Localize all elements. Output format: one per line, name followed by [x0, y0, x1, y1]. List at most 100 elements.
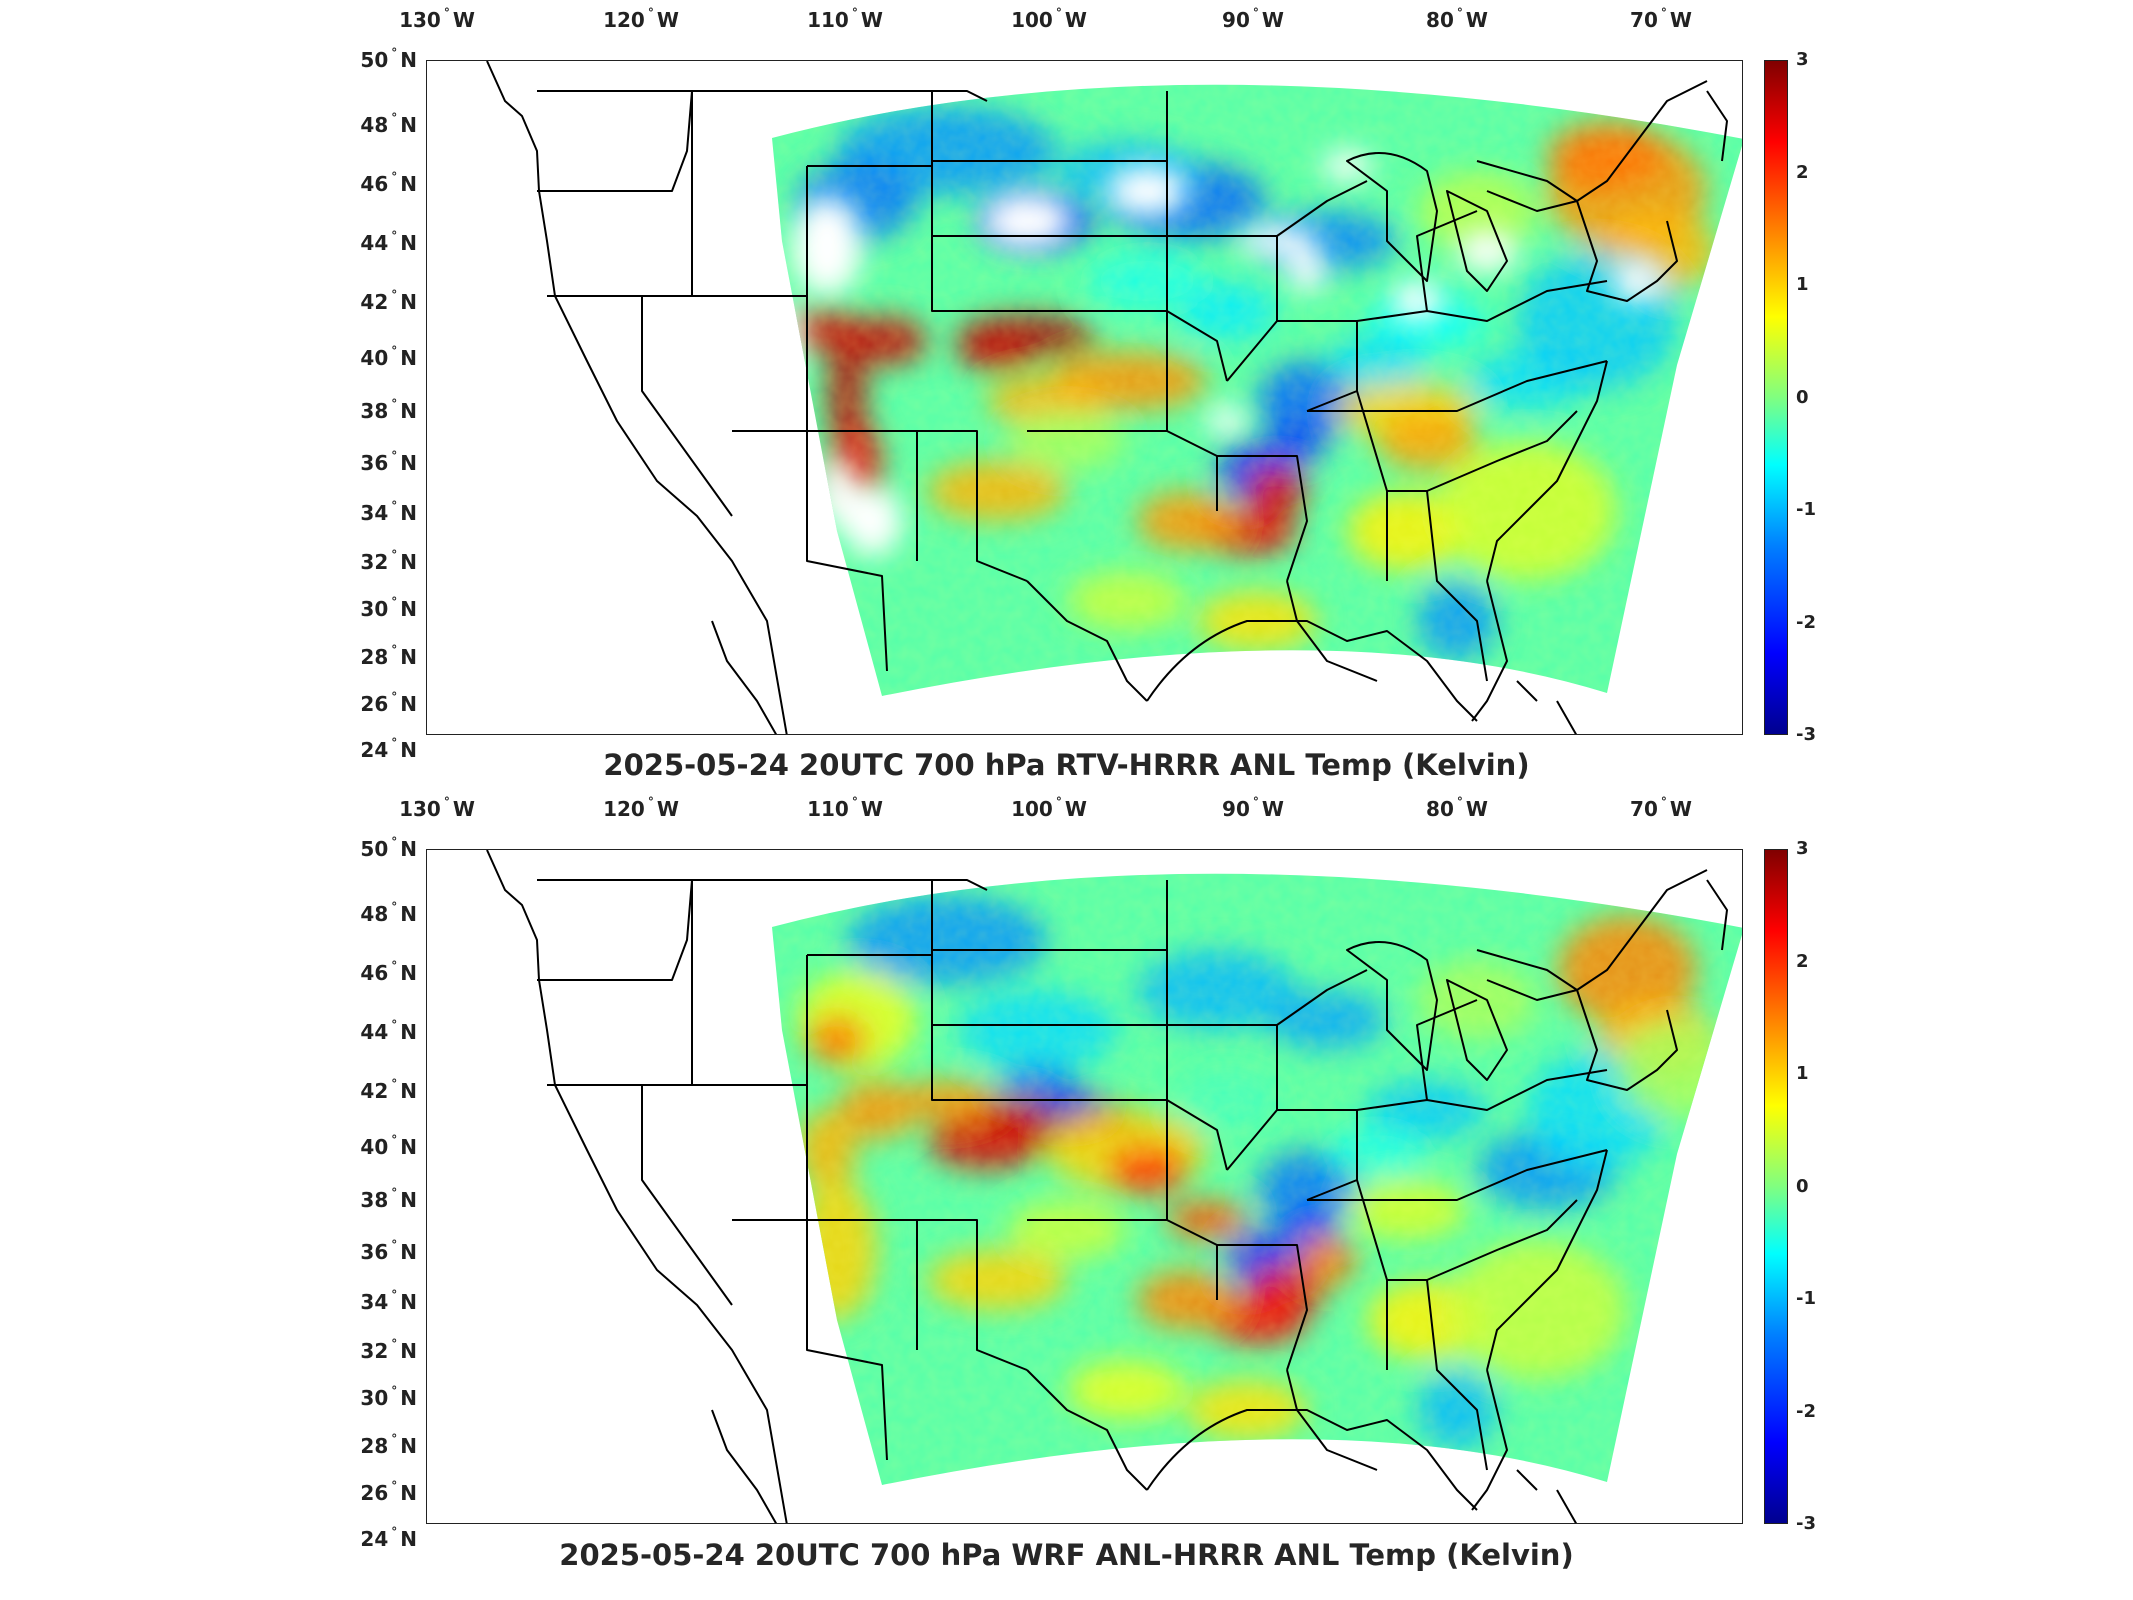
- boundary-line: [1026, 580, 1148, 702]
- longitude-tick-label: 130 ° W: [399, 6, 475, 32]
- boundary-line: [1486, 360, 1608, 582]
- temperature-difference-map: [486, 61, 1742, 734]
- colorbar-tick-label: 1: [1796, 274, 1809, 295]
- latitude-tick-label: 44 ° N: [360, 1018, 417, 1044]
- colorbar-tick-label: -2: [1796, 611, 1816, 633]
- boundary-line: [1167, 235, 1278, 382]
- state-boundaries: [486, 850, 1728, 1523]
- field-texture: [772, 84, 1742, 696]
- missing-data-region: [792, 196, 862, 296]
- colorbar-tick-label: -2: [1796, 1400, 1816, 1422]
- map-title: 2025-05-24 20UTC 700 hPa WRF ANL-HRRR AN…: [559, 1538, 1574, 1572]
- longitude-tick-label: 130 ° W: [399, 795, 475, 821]
- latitude-tick-label: 24 ° N: [360, 736, 417, 762]
- boundary-line: [1346, 152, 1438, 282]
- boundary-line: [1356, 280, 1608, 322]
- boundary-line: [1217, 1244, 1308, 1371]
- latitude-tick-label: 50 ° N: [360, 835, 417, 861]
- longitude-tick-label: 90 ° W: [1222, 6, 1284, 32]
- boundary-line: [1027, 430, 1218, 511]
- colorbar-tick-label: 3: [1796, 49, 1809, 70]
- longitude-tick-label: 80 ° W: [1426, 795, 1488, 821]
- boundary-line: [807, 91, 933, 167]
- colorbar-tick-label: 3: [1796, 838, 1809, 859]
- boundary-line: [1471, 1369, 1508, 1511]
- boundary-line: [931, 950, 1167, 1101]
- boundary-line: [1486, 1149, 1608, 1371]
- missing-data-region: [772, 301, 802, 381]
- boundary-line: [1027, 1219, 1218, 1300]
- boundary-line: [1276, 969, 1368, 1026]
- boundary-line: [1307, 1149, 1608, 1201]
- latitude-tick-label: 46 ° N: [360, 959, 417, 985]
- latitude-tick-label: 30 ° N: [360, 595, 417, 621]
- longitude-tick-label: 100 ° W: [1011, 6, 1087, 32]
- missing-data-region: [1322, 151, 1372, 181]
- boundary-line: [711, 1409, 778, 1523]
- longitude-tick-label: 90 ° W: [1222, 795, 1284, 821]
- boundary-line: [807, 430, 1028, 582]
- colorbar: [1764, 60, 1788, 735]
- latitude-tick-label: 42 ° N: [360, 1077, 417, 1103]
- longitude-tick-label: 70 ° W: [1630, 6, 1692, 32]
- boundary-line: [1576, 200, 1678, 302]
- longitude-tick-label: 120 ° W: [603, 6, 679, 32]
- boundary-line: [732, 296, 808, 432]
- boundary-line: [1026, 1369, 1148, 1491]
- latitude-tick-label: 36 ° N: [360, 1238, 417, 1264]
- latitude-tick-label: 38 ° N: [360, 397, 417, 423]
- boundary-line: [1146, 1409, 1478, 1511]
- latitude-tick-label: 38 ° N: [360, 1186, 417, 1212]
- colorbar-tick-label: -1: [1796, 1288, 1816, 1309]
- boundary-line: [1387, 1279, 1488, 1471]
- boundary-line: [1276, 180, 1368, 237]
- missing-data-region: [1107, 166, 1187, 216]
- temperature-difference-map: [486, 850, 1742, 1523]
- boundary-line: [537, 879, 693, 981]
- boundary-line: [1217, 455, 1308, 582]
- missing-data-region: [842, 486, 902, 556]
- latitude-tick-label: 26 ° N: [360, 690, 417, 716]
- missing-data-region: [1287, 251, 1327, 291]
- boundary-line: [537, 879, 988, 891]
- latitude-tick-label: 46 ° N: [360, 170, 417, 196]
- boundary-line: [1446, 190, 1508, 292]
- boundary-line: [1446, 979, 1508, 1081]
- boundary-line: [1576, 869, 1708, 991]
- longitude-tick-label: 80 ° W: [1426, 6, 1488, 32]
- boundary-line: [1277, 1109, 1358, 1201]
- boundary-line: [711, 620, 778, 734]
- missing-data-region: [982, 193, 1072, 249]
- longitude-tick-label: 70 ° W: [1630, 795, 1692, 821]
- boundary-line: [1416, 210, 1478, 312]
- boundary-line: [641, 296, 733, 517]
- missing-data-region: [819, 456, 855, 526]
- boundary-line: [1426, 1199, 1578, 1281]
- boundary-line: [1346, 941, 1438, 1071]
- boundary-line: [1356, 1069, 1608, 1111]
- boundary-line: [1516, 680, 1538, 702]
- latitude-tick-label: 36 ° N: [360, 449, 417, 475]
- map-frame: [426, 849, 1743, 1524]
- boundary-line: [806, 431, 888, 672]
- boundary-line: [1556, 700, 1578, 734]
- boundary-line: [1576, 989, 1678, 1091]
- latitude-tick-label: 42 ° N: [360, 288, 417, 314]
- latitude-tick-label: 40 ° N: [360, 344, 417, 370]
- boundary-line: [1167, 1024, 1278, 1171]
- latitude-tick-label: 40 ° N: [360, 1133, 417, 1159]
- boundary-line: [1516, 1469, 1538, 1491]
- colorbar-tick-label: 2: [1796, 161, 1809, 183]
- boundary-line: [537, 90, 988, 102]
- boundary-line: [1576, 80, 1708, 202]
- data-field: [772, 84, 1742, 696]
- boundary-line: [806, 1220, 888, 1461]
- boundary-line: [1426, 410, 1578, 492]
- latitude-tick-label: 28 ° N: [360, 1432, 417, 1458]
- map-title: 2025-05-24 20UTC 700 hPa RTV-HRRR ANL Te…: [603, 748, 1530, 782]
- longitude-tick-label: 100 ° W: [1011, 795, 1087, 821]
- boundary-line: [1706, 90, 1728, 162]
- boundary-line: [1146, 620, 1478, 722]
- longitude-tick-label: 110 ° W: [807, 6, 883, 32]
- boundary-line: [1166, 310, 1228, 382]
